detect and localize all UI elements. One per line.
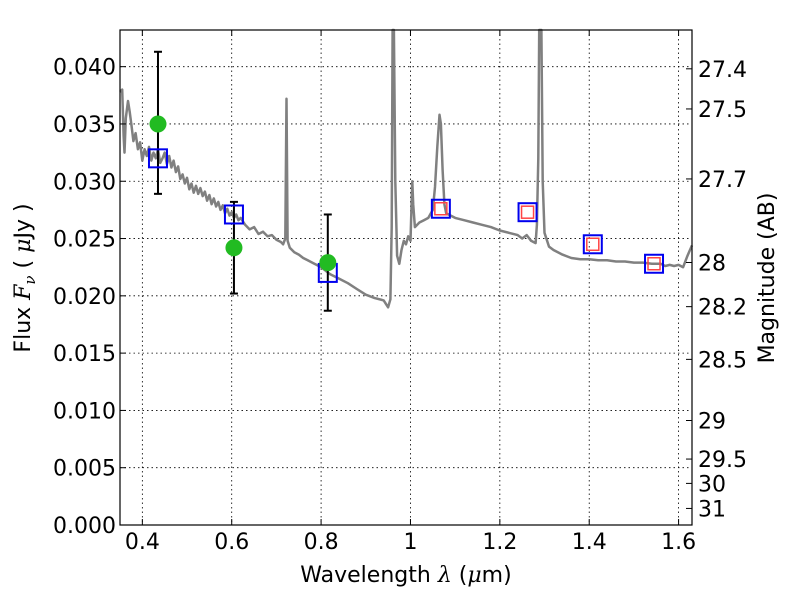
y2-tick-label: 30: [698, 472, 726, 497]
y-tick-label: 0.025: [53, 228, 116, 253]
upper-limit-point: [434, 202, 448, 216]
x-axis-label-symbol: λ: [437, 563, 452, 588]
y-tick-label: 0.015: [53, 342, 116, 367]
x-tick-label: 0.8: [304, 530, 339, 555]
spectrum-layer: [119, 28, 694, 309]
model-photometry-point: [644, 253, 665, 274]
x-tick-label: 0.4: [125, 530, 160, 555]
upper-limit-point: [586, 237, 600, 252]
grid-layer: [120, 30, 692, 525]
model-photometry-point: [147, 148, 168, 169]
upper-limit-point: [520, 205, 535, 219]
x-tick-label: 1.4: [572, 530, 607, 555]
marker-layer: [147, 50, 665, 312]
y-axis-unit-mu: μ: [11, 239, 36, 253]
y2-tick-label: 27.7: [698, 168, 747, 193]
model-photometry-point: [517, 202, 538, 223]
x-axis-unit-rest: m): [482, 563, 512, 588]
observed-flux-point: [149, 115, 167, 133]
spectrum-line: [119, 28, 694, 309]
y-tick-label: 0.020: [53, 285, 116, 310]
y-axis-label-symbol: F: [11, 284, 36, 301]
x-tick-label: 1.2: [482, 530, 517, 555]
x-tick-label: 1: [403, 530, 417, 555]
y-axis-unit-rest: Jy ): [11, 203, 36, 240]
model-photometry-point: [223, 204, 244, 225]
y2-tick-label: 28.5: [698, 348, 747, 373]
x-tick-label: 0.6: [214, 530, 249, 555]
tick-layer: 0.4 0.6 0.8 1 1.2 1.4 1.6 0.000 0.005 0.010 0.015 0…: [53, 30, 747, 555]
x-axis-unit-mu: μ: [467, 563, 481, 588]
upper-limit-point: [647, 257, 661, 271]
y-axis-unit-open: (: [11, 260, 36, 269]
x-axis-unit-open: (: [459, 563, 468, 588]
y2-tick-label: 28.2: [698, 296, 747, 321]
y-tick-label: 0.000: [53, 514, 116, 539]
x-tick-label: 1.6: [661, 530, 696, 555]
observed-flux-point: [319, 254, 337, 272]
y2-tick-label: 31: [698, 497, 726, 522]
y-tick-label: 0.040: [53, 56, 116, 81]
y-tick-label: 0.030: [53, 170, 116, 195]
plot-frame: [119, 29, 693, 526]
y2-tick-label: 29: [698, 409, 726, 434]
y2-tick-label: 28: [698, 251, 726, 276]
y-tick-label: 0.005: [53, 457, 116, 482]
y-tick-label: 0.010: [53, 399, 116, 424]
x-axis-label: Wavelength λ (μm): [300, 563, 511, 588]
model-photometry-point: [430, 198, 451, 219]
x-axis-label-text: Wavelength: [300, 563, 431, 588]
y-axis-label-subscript: ν: [21, 275, 39, 284]
y2-axis-label: Magnitude (AB): [755, 193, 780, 364]
y-axis-label-prefix: Flux: [11, 307, 36, 353]
model-photometry-point: [582, 234, 603, 255]
y2-tick-label: 27.4: [698, 58, 747, 83]
y2-tick-label: 29.5: [698, 448, 747, 473]
y2-tick-label: 27.5: [698, 98, 747, 123]
y-axis-label: Flux Fν ( μJy ): [11, 203, 39, 352]
y-tick-label: 0.035: [53, 113, 116, 138]
observed-flux-point: [225, 239, 243, 257]
